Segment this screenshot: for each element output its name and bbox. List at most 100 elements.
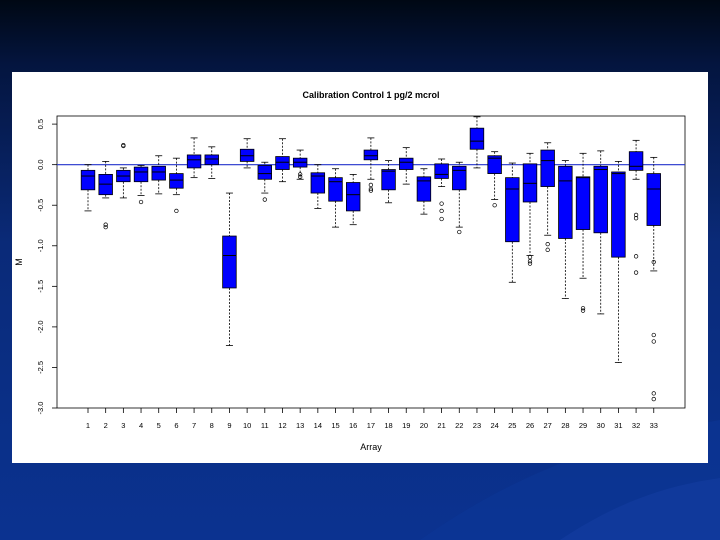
box-iqr (328, 177, 343, 202)
box-16 (345, 174, 361, 226)
outlier-point (298, 174, 303, 179)
box-22 (452, 161, 467, 235)
x-tick-label: 5 (157, 421, 161, 430)
x-tick-label: 26 (526, 421, 534, 430)
box-iqr (133, 166, 149, 183)
box-2 (98, 161, 113, 230)
box-iqr (452, 165, 467, 191)
box-33 (646, 156, 661, 402)
outlier-point (439, 201, 444, 206)
box-25 (505, 162, 520, 283)
x-tick-label: 1 (86, 421, 90, 430)
x-tick-label: 6 (174, 421, 178, 430)
x-tick-label: 17 (367, 421, 375, 430)
x-tick-label: 32 (632, 421, 640, 430)
outlier-point (103, 224, 108, 230)
box-1 (80, 164, 96, 212)
box-iqr (540, 149, 555, 187)
box-iqr (628, 151, 644, 171)
outlier-point (368, 182, 374, 188)
x-tick-label: 11 (261, 421, 269, 430)
boxplot-chart: Calibration Control 1 pg/2 mcrol Array M… (14, 90, 686, 452)
x-tick-label: 21 (437, 421, 445, 430)
box-26 (522, 152, 538, 266)
box-30 (593, 150, 608, 315)
background-swoosh-2 (560, 478, 720, 540)
outlier-point (298, 172, 303, 177)
y-tick-label: -2.5 (36, 361, 45, 374)
chart-marks: 0.50.0-0.5-1.0-1.5-2.0-2.5-3.01 2 3 4 5 6 7 8 9 1… (36, 115, 686, 430)
x-tick-label: 4 (139, 421, 143, 430)
box-iqr (80, 169, 96, 191)
x-tick-label: 31 (614, 421, 622, 430)
x-tick-label: 12 (278, 421, 286, 430)
box-iqr (310, 172, 326, 194)
box-iqr (434, 163, 449, 179)
outlier-point (121, 143, 126, 149)
box-iqr (575, 176, 591, 230)
outlier-point (651, 259, 656, 265)
y-tick-label: -1.0 (36, 239, 45, 252)
box-iqr (169, 173, 184, 189)
chart-title: Calibration Control 1 pg/2 mcrol (302, 90, 439, 100)
box-29 (575, 152, 591, 313)
x-tick-label: 2 (104, 421, 108, 430)
box-iqr (469, 127, 485, 150)
x-tick-label: 10 (243, 421, 251, 430)
x-tick-label: 33 (650, 421, 658, 430)
outlier-point (651, 391, 656, 396)
y-tick-label: 0.5 (36, 119, 45, 129)
x-tick-label: 13 (296, 421, 304, 430)
box-31 (611, 161, 626, 363)
outlier-point (492, 203, 497, 208)
box-iqr (345, 182, 361, 212)
box-iqr (204, 154, 219, 166)
box-18 (381, 160, 396, 204)
box-iqr (257, 165, 273, 180)
x-tick-label: 28 (561, 421, 569, 430)
x-tick-label: 27 (544, 421, 552, 430)
box-21 (434, 158, 449, 222)
box-iqr (416, 176, 432, 202)
box-iqr (593, 165, 608, 234)
outlier-point (633, 216, 639, 221)
x-tick-label: 7 (192, 421, 196, 430)
box-iqr (611, 171, 626, 258)
box-iqr (222, 235, 237, 289)
box-28 (558, 160, 573, 299)
outlier-point (439, 216, 444, 222)
outlier-point (633, 212, 639, 218)
x-tick-label: 25 (508, 421, 516, 430)
box-14 (310, 164, 326, 209)
outlier-point (527, 261, 533, 266)
outlier-point (138, 199, 144, 205)
box-23 (469, 116, 485, 169)
x-tick-label: 14 (314, 421, 322, 430)
box-8 (204, 146, 219, 179)
box-7 (186, 137, 202, 179)
box-iqr (399, 157, 414, 170)
outlier-point (527, 254, 533, 260)
chart-panel: Calibration Control 1 pg/2 mcrol Array M… (12, 72, 708, 463)
box-19 (399, 147, 414, 185)
x-tick-label: 16 (349, 421, 357, 430)
outlier-point (651, 339, 656, 344)
box-15 (328, 168, 343, 228)
x-tick-label: 20 (420, 421, 428, 430)
outlier-point (368, 186, 374, 192)
box-17 (363, 137, 379, 193)
x-tick-label: 15 (331, 421, 339, 430)
box-13 (292, 149, 308, 180)
box-3 (116, 143, 131, 199)
outlier-point (368, 188, 374, 193)
y-tick-label: -3.0 (36, 402, 45, 415)
outlier-point (262, 197, 267, 202)
box-9 (222, 192, 237, 346)
outlier-point (633, 270, 639, 275)
box-10 (239, 138, 255, 169)
outlier-point (651, 396, 656, 402)
box-iqr (151, 165, 166, 181)
box-27 (540, 142, 555, 252)
x-tick-label: 29 (579, 421, 587, 430)
box-32 (628, 139, 644, 275)
